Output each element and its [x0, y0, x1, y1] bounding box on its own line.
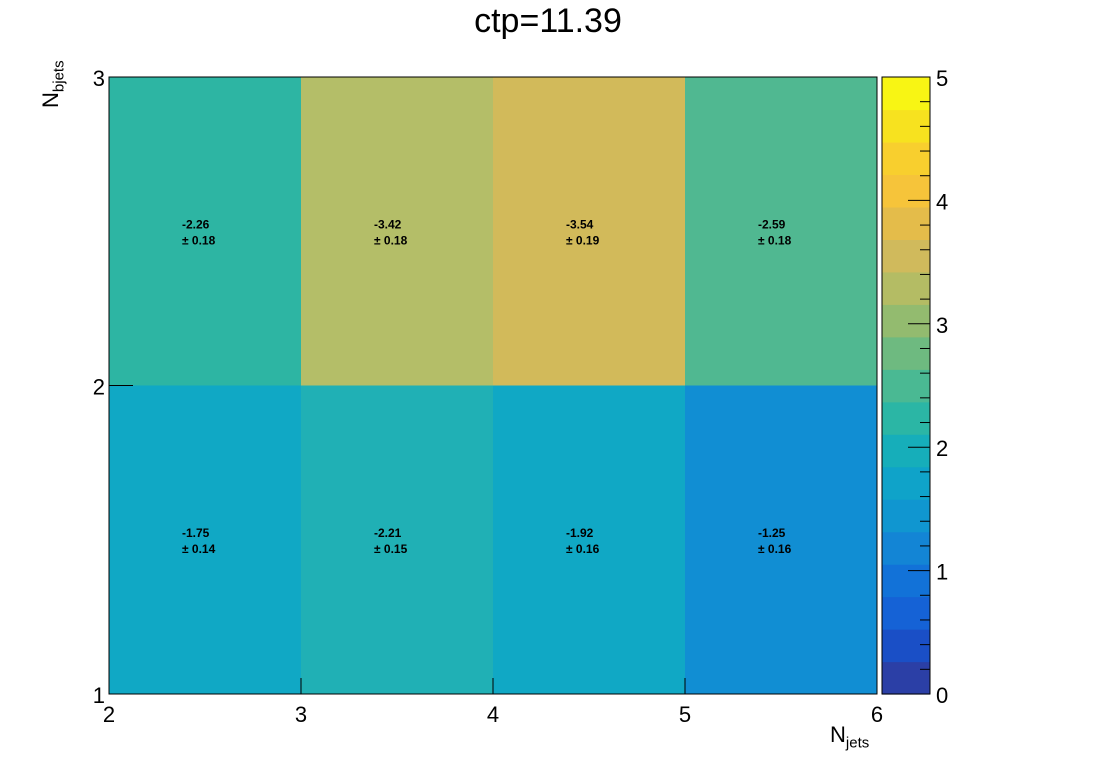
cell-value-label: -3.42: [374, 217, 402, 231]
heatmap-cell: [493, 77, 685, 386]
chart-title: ctp=11.39: [474, 2, 622, 40]
cell-error-label: ± 0.19: [566, 233, 600, 247]
cell-value-label: -3.54: [566, 217, 594, 231]
x-tick-label: 4: [487, 702, 499, 727]
cell-value-label: -2.59: [758, 217, 786, 231]
cell-error-label: ± 0.18: [374, 233, 408, 247]
colorbar-segment: [882, 239, 930, 273]
cell-value-label: -1.25: [758, 526, 786, 540]
y-tick-label: 3: [93, 66, 105, 91]
cell-error-label: ± 0.14: [182, 542, 216, 556]
x-tick-label: 6: [871, 702, 883, 727]
colorbar-segment: [882, 596, 930, 630]
cell-error-label: ± 0.18: [182, 233, 216, 247]
colorbar-segment: [882, 369, 930, 403]
colorbar-tick-label: 2: [936, 436, 948, 461]
colorbar-tick-label: 5: [936, 66, 948, 91]
colorbar-frame: [881, 76, 931, 695]
cell-error-label: ± 0.18: [758, 233, 792, 247]
heatmap-cell: [301, 77, 493, 386]
x-axis-label: Njets: [830, 722, 869, 751]
colorbar-segment: [882, 174, 930, 208]
colorbar-segment: [882, 304, 930, 338]
colorbar-segment: [882, 77, 930, 111]
colorbar-segment: [882, 564, 930, 598]
cell-error-label: ± 0.16: [758, 542, 792, 556]
colorbar-segment: [882, 141, 930, 176]
colorbar-tick-label: 4: [936, 189, 948, 214]
colorbar-tick-label: 0: [936, 683, 948, 708]
colorbar-segment: [882, 271, 930, 305]
heatmap-cell: [109, 77, 301, 386]
x-tick-label: 3: [295, 702, 307, 727]
heatmap-cell: [685, 77, 877, 386]
heatmap-cell: [493, 385, 685, 694]
cell-error-label: ± 0.16: [566, 542, 600, 556]
y-tick-label: 2: [93, 375, 105, 400]
heatmap-cell: [109, 385, 301, 694]
colorbar-segment: [882, 531, 930, 565]
heatmap-cell: [685, 385, 877, 694]
colorbar-segment: [882, 661, 930, 695]
colorbar-segment: [882, 401, 930, 435]
x-tick-label: 2: [103, 702, 115, 727]
colorbar-segment: [882, 499, 930, 533]
x-axis-label-main: N: [830, 722, 846, 747]
x-tick-label: 5: [679, 702, 691, 727]
colorbar-segment: [882, 206, 930, 240]
colorbar-tick-label: 3: [936, 313, 948, 338]
cell-value-label: -2.21: [374, 526, 402, 540]
colorbar-segment: [882, 629, 930, 663]
colorbar-segment: [882, 434, 930, 468]
colorbar-tick-label: 1: [936, 560, 948, 585]
cell-value-label: -1.92: [566, 526, 594, 540]
x-axis-label-sub: jets: [845, 734, 870, 752]
heatmap-cell: [301, 385, 493, 694]
cell-error-label: ± 0.15: [374, 542, 408, 556]
y-tick-label: 1: [93, 683, 105, 708]
colorbar-segment: [882, 336, 930, 370]
cell-value-label: -2.26: [182, 217, 210, 231]
cell-value-label: -1.75: [182, 526, 210, 540]
